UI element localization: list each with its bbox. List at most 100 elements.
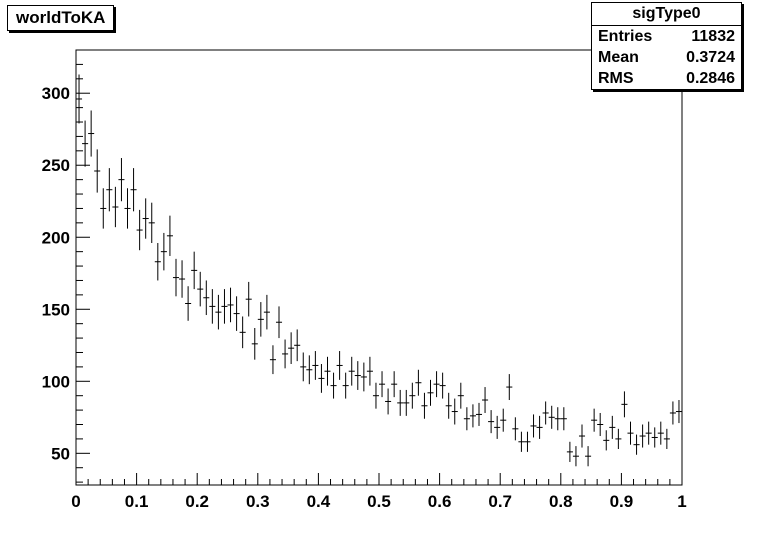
x-tick-label: 0.7 [488, 492, 512, 511]
data-point [215, 294, 222, 330]
stats-value-rms: 0.2846 [686, 70, 735, 87]
data-point [651, 427, 658, 448]
data-point [403, 389, 410, 416]
data-point [239, 316, 246, 349]
data-point [627, 421, 634, 445]
data-point [657, 421, 664, 445]
data-point [191, 251, 198, 290]
stats-value-mean: 0.3724 [686, 49, 735, 66]
data-point [597, 412, 604, 437]
data-point [391, 371, 398, 398]
y-tick-label: 250 [42, 156, 70, 175]
data-point [203, 280, 210, 316]
data-point [439, 372, 446, 399]
data-point [154, 243, 161, 281]
stats-label-rms: RMS [598, 70, 634, 87]
data-point [379, 371, 386, 398]
data-point [209, 289, 216, 324]
stats-row-rms: RMS 0.2846 [592, 68, 741, 89]
data-point [282, 339, 289, 369]
x-tick-label: 0.4 [307, 492, 331, 511]
data-point [518, 431, 525, 452]
data-point [288, 332, 295, 365]
data-point [385, 388, 392, 415]
data-point [118, 158, 125, 202]
data-point [94, 149, 101, 193]
data-point [336, 351, 343, 380]
data-point [548, 405, 555, 429]
y-tick-label: 100 [42, 372, 70, 391]
data-point [136, 209, 143, 251]
data-point [585, 446, 592, 467]
data-point [148, 202, 155, 244]
data-point [112, 186, 119, 228]
data-point [609, 415, 616, 439]
data-point [536, 415, 543, 439]
x-tick-label: 1 [677, 492, 686, 511]
data-point [275, 306, 283, 339]
data-point [506, 374, 513, 401]
stats-label-entries: Entries [598, 28, 653, 45]
data-point [409, 382, 416, 409]
data-point [542, 401, 549, 425]
data-point [397, 389, 404, 416]
data-point [366, 356, 373, 386]
data-point [294, 329, 301, 362]
data-point [300, 352, 307, 382]
stats-name: sigType0 [592, 3, 741, 26]
stats-label-mean: Mean [598, 49, 639, 66]
data-point [233, 296, 240, 331]
data-point [372, 382, 379, 409]
data-point [172, 258, 180, 297]
x-tick-label: 0.5 [367, 492, 391, 511]
data-point [330, 372, 337, 399]
data-point [494, 415, 501, 439]
data-point [312, 351, 319, 380]
data-point [221, 289, 228, 324]
x-tick-label: 0 [71, 492, 80, 511]
data-point [130, 168, 137, 212]
data-point [560, 407, 567, 431]
data-point [360, 362, 367, 392]
data-point [100, 188, 107, 229]
data-point [348, 356, 355, 386]
x-tick-label: 0.1 [125, 492, 149, 511]
x-tick-label: 0.2 [185, 492, 209, 511]
data-point [421, 392, 428, 419]
data-point [166, 215, 173, 256]
stats-row-mean: Mean 0.3724 [592, 47, 741, 68]
data-point [512, 417, 519, 441]
data-point [469, 404, 476, 428]
data-point [615, 428, 622, 449]
data-point [524, 431, 531, 452]
data-point [578, 424, 586, 448]
data-point [142, 198, 149, 239]
data-point [88, 110, 95, 157]
data-point [566, 441, 573, 462]
data-point [488, 410, 495, 434]
data-point [160, 232, 167, 271]
data-point [663, 428, 670, 449]
data-point [445, 392, 452, 419]
y-tick-label: 50 [51, 444, 70, 463]
data-point [185, 286, 192, 321]
data-point [251, 327, 258, 360]
stats-row-entries: Entries 11832 [592, 26, 741, 47]
stats-value-entries: 11832 [691, 28, 735, 45]
data-point [675, 400, 682, 424]
data-point [633, 434, 640, 455]
data-point [106, 168, 113, 212]
data-point [227, 287, 234, 323]
data-point [669, 401, 676, 425]
data-point [530, 414, 537, 438]
y-tick-label: 300 [42, 84, 70, 103]
data-point [603, 430, 610, 451]
data-point [554, 407, 561, 431]
data-point [263, 294, 270, 330]
data-point [427, 379, 434, 406]
data-point [257, 302, 264, 337]
data-point [482, 387, 489, 413]
data-point [621, 391, 628, 418]
data-point [124, 188, 131, 229]
